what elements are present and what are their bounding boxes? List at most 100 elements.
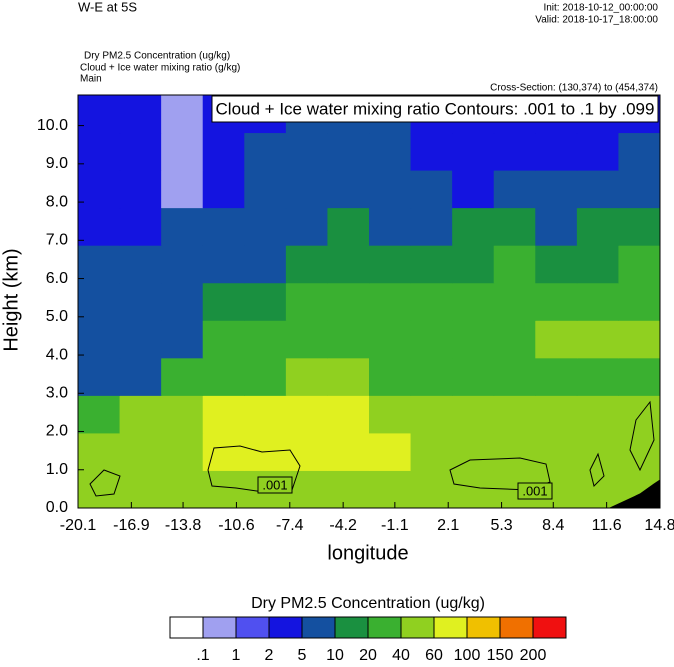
field-cell <box>119 95 162 134</box>
field-cell <box>327 470 370 509</box>
field-cell <box>202 245 245 284</box>
field-cell <box>161 470 204 509</box>
field-cell <box>576 357 619 396</box>
x-tick-label: 5.3 <box>490 517 512 534</box>
cloud-contour <box>589 452 605 487</box>
field-cell <box>202 282 245 321</box>
cloud-contour <box>207 445 301 493</box>
y-tick-label: 9.0 <box>46 155 68 172</box>
field-cell <box>410 320 453 359</box>
field-cell <box>161 357 204 396</box>
field-cell <box>119 470 162 509</box>
x-tick-label: 2.1 <box>437 517 459 534</box>
y-tick-label: 3.0 <box>46 384 68 401</box>
field-cell <box>244 132 287 171</box>
colorbar-box <box>169 616 204 639</box>
colorbar-label: 60 <box>425 647 443 664</box>
field-cell <box>244 207 287 246</box>
colorbar-label: 20 <box>359 647 377 664</box>
field-cell <box>78 357 121 396</box>
field-cell <box>285 357 328 396</box>
init-time: Init: 2018-10-12_00:00:00 <box>543 3 658 14</box>
colorbar-box <box>532 616 567 639</box>
field-cell <box>493 170 536 209</box>
y-tick-label: 10.0 <box>37 117 68 134</box>
field-cell <box>535 207 578 246</box>
y-tick-label: 5.0 <box>46 308 68 325</box>
field-cell <box>244 245 287 284</box>
field-cell <box>576 245 619 284</box>
field-cell <box>493 132 536 171</box>
field-cell <box>535 357 578 396</box>
field-cell <box>78 432 121 471</box>
field-cell <box>576 207 619 246</box>
field-cell <box>285 207 328 246</box>
field-cell <box>285 432 328 471</box>
colorbar-label: 1 <box>232 647 241 664</box>
field-cell <box>78 207 121 246</box>
field-cell <box>618 395 661 434</box>
field-cell <box>452 470 495 509</box>
field-cell <box>410 132 453 171</box>
contour-label-box <box>257 476 293 494</box>
colorbar-box <box>334 616 369 639</box>
x-tick-label: -1.1 <box>381 517 409 534</box>
colorbar-box <box>499 616 534 639</box>
field-cell <box>327 245 370 284</box>
field-cell <box>119 245 162 284</box>
field-cell <box>452 282 495 321</box>
field-cell <box>327 320 370 359</box>
field-cell <box>119 282 162 321</box>
field-cell <box>161 320 204 359</box>
domain: Main <box>80 74 102 85</box>
field-cell <box>78 132 121 171</box>
field-cell <box>369 170 412 209</box>
field-cell <box>78 470 121 509</box>
field-cell <box>327 395 370 434</box>
y-axis-title: Height (km) <box>0 248 22 351</box>
field-cell <box>369 245 412 284</box>
colorbar-label: 150 <box>487 647 514 664</box>
field-cell <box>576 395 619 434</box>
colorbar-box <box>235 616 270 639</box>
field-cell <box>327 170 370 209</box>
field-cell <box>576 432 619 471</box>
annotation: Cloud + Ice water mixing ratio Contours:… <box>216 99 655 118</box>
field-cell <box>452 245 495 284</box>
field-cell <box>285 245 328 284</box>
y-tick-label: 6.0 <box>46 270 68 287</box>
field-cell <box>327 357 370 396</box>
field-cell <box>493 395 536 434</box>
contour-label: .001 <box>262 477 287 492</box>
field-cell <box>493 207 536 246</box>
field-cell <box>285 395 328 434</box>
y-tick-label: 0.0 <box>46 499 68 516</box>
field-cell <box>78 395 121 434</box>
field-cell <box>161 282 204 321</box>
field-cell <box>535 282 578 321</box>
field-cell <box>410 432 453 471</box>
field-cell <box>119 432 162 471</box>
x-axis-title: longitude <box>327 542 408 564</box>
x-tick-label: 14.8 <box>644 517 674 534</box>
field-cell <box>618 207 661 246</box>
y-tick-label: 1.0 <box>46 461 68 478</box>
field-cell <box>452 132 495 171</box>
field-cell <box>119 207 162 246</box>
field-cell <box>78 170 121 209</box>
field-cell <box>369 357 412 396</box>
field-cell <box>369 320 412 359</box>
colorbar-label: 2 <box>265 647 274 664</box>
colorbar-label: 40 <box>392 647 410 664</box>
field-cell <box>244 395 287 434</box>
field-cell <box>493 320 536 359</box>
field-cell <box>493 357 536 396</box>
colorbar-label: 10 <box>326 647 344 664</box>
plot-frame <box>77 94 661 509</box>
field-cell <box>285 170 328 209</box>
field-cell <box>285 132 328 171</box>
field-cell <box>452 207 495 246</box>
field-cell <box>285 320 328 359</box>
field-cell <box>576 132 619 171</box>
y-tick-label: 7.0 <box>46 232 68 249</box>
